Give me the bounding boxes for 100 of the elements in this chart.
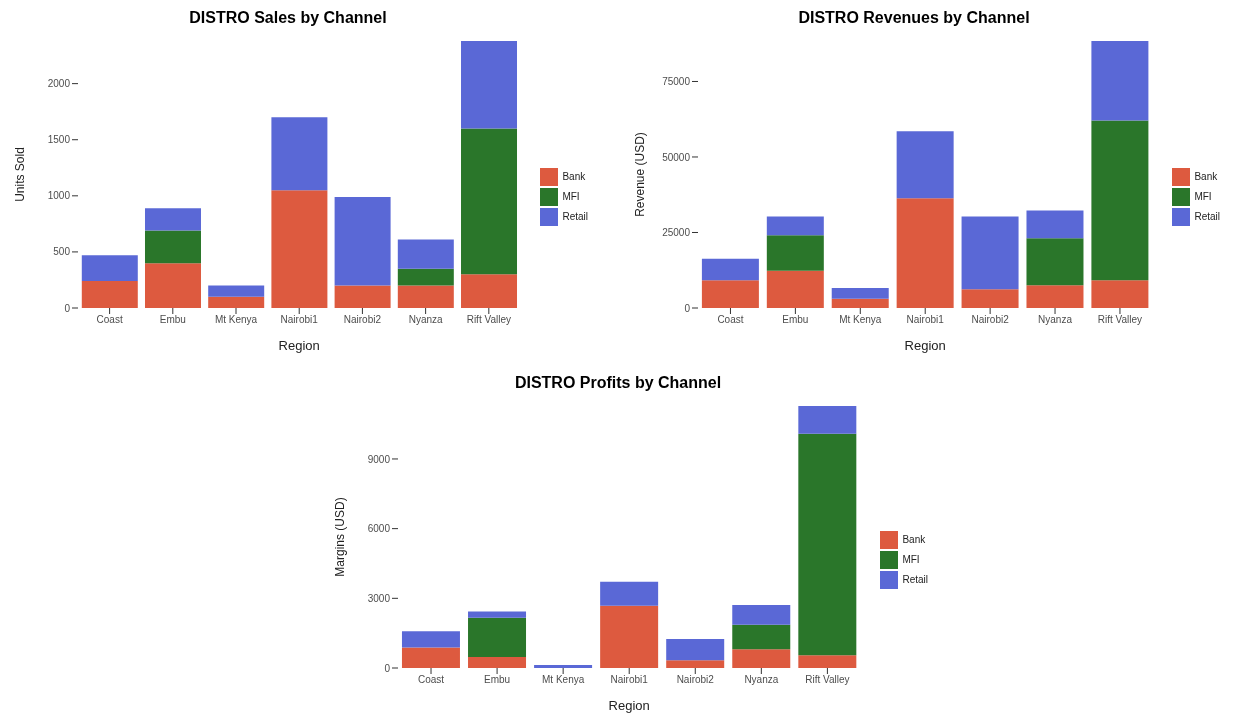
x-axis-title: Region <box>278 338 320 353</box>
x-tick-label: Nyanza <box>1038 314 1073 326</box>
x-tick-label: Embu <box>782 314 809 326</box>
legend-label: Bank <box>902 533 926 545</box>
y-tick-label: 25000 <box>662 227 691 239</box>
bar <box>831 288 889 299</box>
x-axis-title: Region <box>608 698 650 713</box>
bar <box>468 611 527 618</box>
x-tick-label: Nairobi2 <box>343 314 382 326</box>
legend-label: MFI <box>562 191 580 202</box>
bar <box>961 216 1019 290</box>
x-tick-label: Mt Kenya <box>214 314 258 326</box>
bar <box>397 239 454 269</box>
x-tick-label: Nairobi1 <box>906 314 945 326</box>
bar <box>1026 210 1084 239</box>
bar <box>766 270 824 308</box>
bar <box>896 131 954 199</box>
bar <box>666 660 725 668</box>
bar <box>397 268 454 286</box>
bar <box>961 289 1019 308</box>
bar <box>600 605 659 668</box>
bar <box>397 285 454 308</box>
bar <box>1026 285 1084 308</box>
bar <box>701 280 759 308</box>
x-tick-label: Coast <box>417 674 445 686</box>
y-tick-label: 2000 <box>47 78 71 90</box>
bar <box>145 230 201 264</box>
bar <box>271 190 328 308</box>
x-tick-label: Mt Kenya <box>542 674 585 686</box>
y-tick-label: 1000 <box>47 190 71 202</box>
bar <box>145 263 201 308</box>
bar <box>600 581 659 606</box>
x-tick-label: Nyanza <box>408 314 444 326</box>
y-tick-label: 0 <box>384 662 391 674</box>
bar <box>334 196 391 286</box>
bar <box>1091 41 1149 121</box>
x-tick-label: Mt Kenya <box>839 314 882 326</box>
bar <box>766 235 824 271</box>
bar <box>732 649 791 668</box>
y-tick-label: 3000 <box>367 592 391 604</box>
bar <box>701 258 759 281</box>
chart-title: DISTRO Revenues by Channel <box>797 8 1031 28</box>
bar <box>534 664 593 668</box>
bar <box>798 655 857 668</box>
legend-label: MFI <box>902 553 920 565</box>
bar <box>271 117 328 191</box>
y-tick-label: 50000 <box>662 151 691 163</box>
chart-title: DISTRO Profits by Channel <box>513 373 723 393</box>
x-tick-label: Rift Valley <box>466 314 511 326</box>
bar <box>666 638 725 661</box>
legend-label: Bank <box>1194 171 1218 182</box>
legend-label: Retail <box>562 211 588 222</box>
bar <box>1091 120 1149 281</box>
x-tick-label: Embu <box>159 314 186 326</box>
bar <box>461 128 518 275</box>
y-tick-label: 0 <box>684 302 691 314</box>
y-axis-title: Revenue (USD) <box>633 132 648 217</box>
bar <box>81 255 138 282</box>
bar <box>208 296 265 308</box>
x-axis-title: Region <box>904 338 946 353</box>
x-tick-label: Nyanza <box>744 674 779 686</box>
bar <box>1026 238 1084 286</box>
y-tick-label: 0 <box>64 302 71 314</box>
bar <box>461 41 518 129</box>
legend-label: Retail <box>902 573 928 585</box>
x-tick-label: Coast <box>96 314 123 326</box>
bar <box>334 285 391 308</box>
x-tick-label: Embu <box>484 674 511 686</box>
bar <box>896 198 954 308</box>
y-tick-label: 500 <box>53 246 71 258</box>
y-axis-title: Margins (USD) <box>333 497 348 577</box>
bar <box>831 298 889 308</box>
y-axis-title: Units Sold <box>13 147 28 202</box>
legend-label: Retail <box>1194 211 1220 222</box>
y-tick-label: 6000 <box>367 523 391 535</box>
bar <box>468 657 527 668</box>
y-tick-label: 1500 <box>47 134 71 146</box>
x-tick-label: Coast <box>717 314 744 326</box>
bar <box>732 605 791 625</box>
x-tick-label: Rift Valley <box>805 674 850 686</box>
bar <box>461 274 518 308</box>
x-tick-label: Nairobi2 <box>676 674 715 686</box>
bar <box>1091 280 1149 308</box>
legend-label: Bank <box>562 171 586 182</box>
chart-title: DISTRO Sales by Channel <box>188 8 388 28</box>
legend-label: MFI <box>1194 191 1212 202</box>
bar <box>766 216 824 236</box>
bar <box>145 208 201 231</box>
bar <box>732 624 791 650</box>
bar <box>208 285 265 297</box>
x-tick-label: Rift Valley <box>1097 314 1143 326</box>
bar <box>798 406 857 434</box>
x-tick-label: Nairobi2 <box>971 314 1010 326</box>
bar <box>81 281 138 308</box>
bar <box>468 617 527 658</box>
bar <box>401 647 460 668</box>
y-tick-label: 75000 <box>662 76 691 88</box>
bar <box>798 433 857 656</box>
bar <box>401 631 460 648</box>
x-tick-label: Nairobi1 <box>610 674 649 686</box>
